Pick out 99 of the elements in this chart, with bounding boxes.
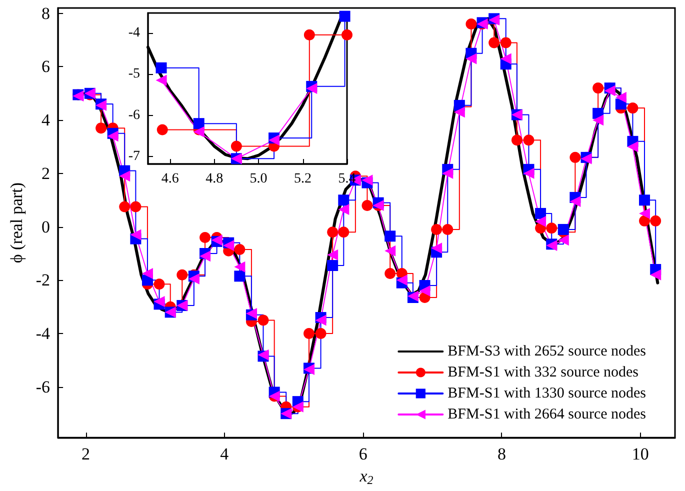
legend-label: BFM-S1 with 2664 source nodes (448, 406, 646, 422)
point (338, 194, 350, 206)
point (234, 244, 246, 255)
point (535, 208, 546, 219)
point (327, 249, 338, 260)
x-tick-label: 10 (632, 444, 649, 464)
point (119, 201, 130, 212)
point (592, 114, 604, 126)
y-tick-label: -4 (128, 25, 140, 40)
point (315, 328, 326, 340)
point (570, 152, 581, 163)
point (258, 314, 269, 326)
point (488, 37, 500, 48)
y-tick-label: -6 (128, 108, 140, 123)
point (119, 170, 130, 182)
point (604, 85, 616, 96)
point (431, 224, 442, 235)
y-tick-label: -5 (128, 66, 140, 82)
point (546, 222, 558, 234)
point (396, 274, 408, 286)
point (627, 141, 638, 152)
point (230, 140, 242, 152)
point (200, 250, 211, 262)
point (442, 224, 454, 235)
point (96, 122, 107, 134)
point (193, 118, 204, 130)
y-tick-label: -4 (36, 324, 51, 344)
point (466, 53, 477, 64)
point (384, 245, 396, 256)
point (156, 124, 168, 136)
y-tick-label: 6 (42, 57, 50, 76)
y-tick-label: -6 (36, 377, 50, 396)
point (234, 261, 246, 272)
point (338, 226, 350, 238)
point (570, 196, 581, 207)
point (339, 10, 350, 22)
point (304, 29, 315, 40)
point (500, 37, 512, 48)
point (156, 74, 167, 86)
x-tick-label: 2 (82, 444, 90, 464)
point (154, 278, 165, 290)
x-tick-label: 5.2 (294, 172, 312, 186)
point (431, 242, 442, 254)
x-tick-label: 4 (220, 444, 230, 464)
point (327, 226, 338, 238)
x-tick-label: 4.8 (206, 172, 224, 186)
y-axis-title: ϕ (real part) (7, 182, 26, 264)
point (650, 215, 662, 226)
point (338, 204, 350, 215)
point (627, 102, 638, 114)
legend-label: BFM-S3 with 2652 source nodes (448, 344, 646, 360)
point (306, 83, 318, 94)
point (639, 215, 650, 226)
point (130, 201, 142, 212)
point (234, 270, 246, 282)
x-tick-label: 4.6 (161, 172, 179, 186)
y-tick-label: -2 (36, 270, 50, 290)
point (362, 174, 373, 186)
point (142, 268, 153, 279)
point (558, 234, 569, 246)
y-tick-label: -7 (128, 149, 140, 164)
point (523, 168, 534, 179)
point (223, 240, 234, 251)
point (176, 269, 188, 280)
point (384, 268, 396, 279)
x-tick-label: 5.0 (250, 172, 268, 186)
point (419, 285, 430, 296)
point (592, 82, 604, 94)
y-tick-label: 4 (42, 110, 51, 130)
x-tick-label: 6 (358, 444, 368, 464)
point (500, 53, 512, 64)
point (639, 208, 650, 219)
point (327, 260, 338, 271)
point (107, 130, 118, 142)
point (466, 18, 477, 30)
point (523, 134, 534, 146)
legend-label: BFM-S1 with 1330 source nodes (448, 386, 646, 402)
point (558, 224, 569, 235)
point (615, 92, 626, 103)
legend-label: BFM-S1 with 332 source nodes (448, 364, 639, 380)
x-tick-label: 8 (497, 444, 506, 464)
point (639, 194, 650, 206)
point (454, 106, 465, 118)
y-tick-label: 0 (42, 217, 50, 236)
point (650, 269, 662, 280)
point (156, 62, 167, 74)
point (154, 296, 165, 308)
point (130, 229, 142, 240)
point (535, 216, 546, 227)
point (342, 29, 352, 40)
point (188, 273, 200, 284)
point (200, 232, 211, 243)
point (511, 134, 522, 146)
point (304, 328, 314, 340)
y-tick-label: 8 (42, 4, 50, 23)
point (362, 200, 373, 211)
point (315, 314, 326, 326)
point (384, 230, 396, 242)
point (442, 168, 454, 179)
